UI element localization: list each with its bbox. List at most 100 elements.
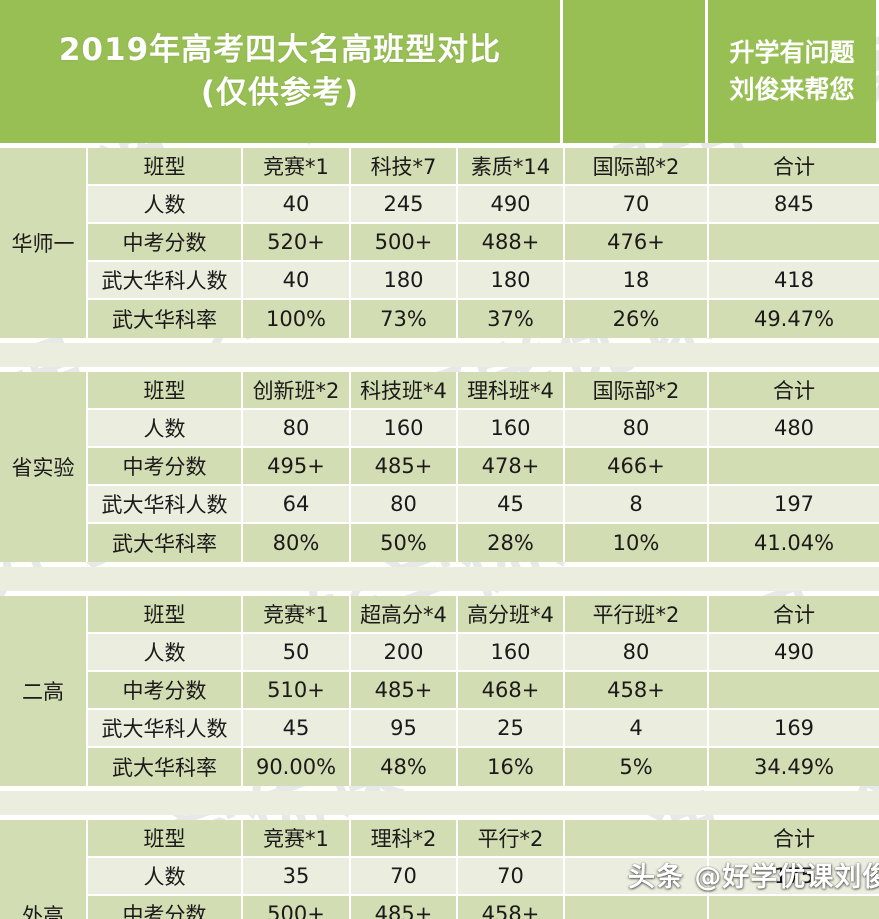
school-name: 华师一 (0, 148, 88, 338)
data-cell: 10% (565, 524, 709, 562)
data-cell: 500+ (351, 224, 458, 260)
data-cell: 160 (351, 410, 458, 446)
table-row: 人数 80 160 160 80 480 (88, 410, 879, 448)
row-label-cell: 中考分数 (88, 672, 243, 708)
data-cell: 科技班*4 (351, 372, 458, 408)
data-cell: 5% (565, 748, 709, 786)
row-label-cell: 班型 (88, 372, 243, 408)
school-grid: 班型 竞赛*1 超高分*4 高分班*4 平行班*2 合计 人数 50 200 160 80 490 中考… (88, 596, 879, 786)
data-cell: 180 (458, 262, 565, 298)
row-label-cell: 人数 (88, 410, 243, 446)
data-cell: 创新班*2 (243, 372, 351, 408)
total-cell: 34.49% (709, 748, 879, 786)
data-cell: 245 (351, 186, 458, 222)
row-label-cell: 武大华科人数 (88, 486, 243, 522)
data-cell: 510+ (243, 672, 351, 708)
data-cell: 50% (351, 524, 458, 562)
table-row: 武大华科率 90.00% 48% 16% 5% 34.49% (88, 748, 879, 786)
data-cell: 80 (243, 410, 351, 446)
data-cell: 25 (458, 710, 565, 746)
data-cell: 70 (458, 858, 565, 894)
header-spacer (563, 0, 708, 143)
promo-text: 升学有问题 刘俊来帮您 (708, 0, 876, 143)
school-block: 华师一 班型 竞赛*1 科技*7 素质*14 国际部*2 合计 人数 40 245 490 70 845… (0, 148, 879, 338)
block-spacer (0, 343, 879, 367)
table-row: 班型 竞赛*1 科技*7 素质*14 国际部*2 合计 (88, 148, 879, 186)
table-row: 中考分数 520+ 500+ 488+ 476+ (88, 224, 879, 262)
total-cell: 480 (709, 410, 879, 446)
school-name: 省实验 (0, 372, 88, 562)
data-cell: 476+ (565, 224, 709, 260)
table-row: 武大华科人数 64 80 45 8 197 (88, 486, 879, 524)
table-row: 武大华科人数 40 180 180 18 418 (88, 262, 879, 300)
data-cell: 国际部*2 (565, 148, 709, 184)
data-cell: 200 (351, 634, 458, 670)
data-cell: 485+ (351, 448, 458, 484)
data-cell: 26% (565, 300, 709, 338)
data-cell: 平行*2 (458, 820, 565, 856)
promo-line-2: 刘俊来帮您 (729, 74, 855, 104)
block-spacer (0, 567, 879, 591)
data-cell: 458+ (565, 672, 709, 708)
row-label-cell: 武大华科率 (88, 524, 243, 562)
data-cell: 竞赛*1 (243, 148, 351, 184)
table-row: 人数 40 245 490 70 845 (88, 186, 879, 224)
title-line-2: (仅供参考) (200, 74, 360, 111)
data-cell: 80 (351, 486, 458, 522)
data-cell: 竞赛*1 (243, 820, 351, 856)
data-cell: 国际部*2 (565, 372, 709, 408)
data-cell: 18 (565, 262, 709, 298)
data-cell: 490 (458, 186, 565, 222)
school-block: 外高 班型 竞赛*1 理科*2 平行*2 合计 人数 35 70 70 175 中考分数 500+ 485… (0, 820, 879, 919)
table-row: 中考分数 495+ 485+ 478+ 466+ (88, 448, 879, 486)
total-cell (709, 896, 879, 919)
data-cell: 488+ (458, 224, 565, 260)
data-cell: 28% (458, 524, 565, 562)
row-label-cell: 中考分数 (88, 224, 243, 260)
total-cell: 49.47% (709, 300, 879, 338)
data-cell: 478+ (458, 448, 565, 484)
data-cell: 8 (565, 486, 709, 522)
data-cell (565, 858, 709, 894)
data-cell: 科技*7 (351, 148, 458, 184)
row-label-cell: 武大华科率 (88, 748, 243, 786)
data-cell: 520+ (243, 224, 351, 260)
table-row: 武大华科率 80% 50% 28% 10% 41.04% (88, 524, 879, 562)
data-cell: 468+ (458, 672, 565, 708)
data-cell: 485+ (351, 672, 458, 708)
data-cell: 35 (243, 858, 351, 894)
data-cell: 458+ (458, 896, 565, 919)
data-cell: 50 (243, 634, 351, 670)
table-row: 武大华科率 100% 73% 37% 26% 49.47% (88, 300, 879, 338)
total-cell: 418 (709, 262, 879, 298)
total-cell: 197 (709, 486, 879, 522)
row-label-cell: 人数 (88, 858, 243, 894)
total-cell (709, 448, 879, 484)
data-cell: 70 (565, 186, 709, 222)
promo-line-1: 升学有问题 (729, 38, 855, 68)
total-cell (709, 672, 879, 708)
data-cell: 45 (458, 486, 565, 522)
row-label-cell: 武大华科率 (88, 300, 243, 338)
total-cell: 合计 (709, 596, 879, 632)
row-label-cell: 中考分数 (88, 896, 243, 919)
data-cell: 4 (565, 710, 709, 746)
school-block: 二高 班型 竞赛*1 超高分*4 高分班*4 平行班*2 合计 人数 50 200 160 80 490… (0, 596, 879, 786)
data-cell: 80 (565, 410, 709, 446)
total-cell: 41.04% (709, 524, 879, 562)
data-cell: 理科*2 (351, 820, 458, 856)
total-cell: 490 (709, 634, 879, 670)
data-cell: 90.00% (243, 748, 351, 786)
data-cell: 48% (351, 748, 458, 786)
data-cell: 80 (565, 634, 709, 670)
data-cell: 平行班*2 (565, 596, 709, 632)
total-cell: 175 (709, 858, 879, 894)
row-label-cell: 中考分数 (88, 448, 243, 484)
data-cell: 37% (458, 300, 565, 338)
data-cell: 40 (243, 186, 351, 222)
table-row: 武大华科人数 45 95 25 4 169 (88, 710, 879, 748)
data-cell: 素质*14 (458, 148, 565, 184)
page-title: 2019年高考四大名高班型对比 (仅供参考) (0, 0, 563, 143)
row-label-cell: 班型 (88, 148, 243, 184)
data-cell: 180 (351, 262, 458, 298)
